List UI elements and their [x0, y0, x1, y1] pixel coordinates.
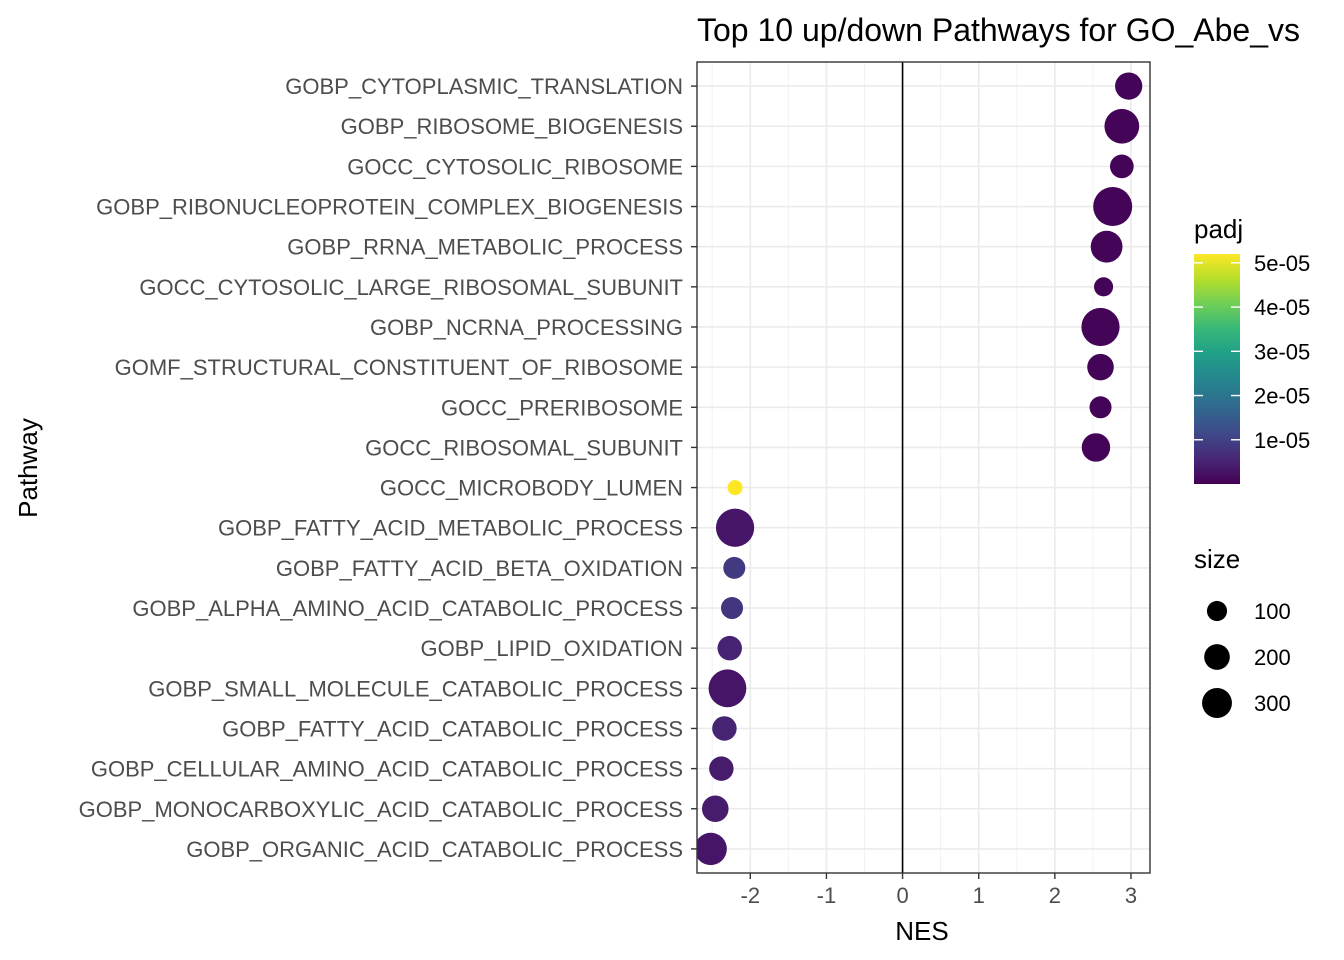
- y-tick-label: GOBP_FATTY_ACID_METABOLIC_PROCESS: [218, 516, 683, 541]
- y-tick-label: GOBP_CELLULAR_AMINO_ACID_CATABOLIC_PROCE…: [91, 757, 683, 782]
- y-tick-label: GOBP_RIBONUCLEOPROTEIN_COMPLEX_BIOGENESI…: [96, 195, 683, 220]
- color-legend-label: 1e-05: [1254, 428, 1310, 453]
- data-point: [709, 756, 734, 781]
- size-legend-label: 300: [1254, 691, 1291, 716]
- y-tick-label: GOCC_MICROBODY_LUMEN: [380, 476, 683, 501]
- y-tick-label: GOCC_RIBOSOMAL_SUBUNIT: [365, 435, 683, 460]
- color-legend: padj 1e-05 2e-05 3e-05 4e-05 5e-05: [1194, 214, 1310, 484]
- y-tick-label: GOCC_CYTOSOLIC_RIBOSOME: [347, 154, 683, 179]
- y-tick-label: GOBP_CYTOPLASMIC_TRANSLATION: [285, 74, 683, 99]
- data-point: [715, 508, 755, 547]
- data-point: [1115, 72, 1143, 100]
- major-gridlines: [697, 62, 1150, 873]
- color-legend-label: 5e-05: [1254, 251, 1310, 276]
- size-legend-label: 100: [1254, 599, 1291, 624]
- y-tick-label: GOBP_RRNA_METABOLIC_PROCESS: [287, 235, 683, 260]
- minor-gridlines: [711, 62, 1094, 873]
- y-tick-label: GOBP_MONOCARBOXYLIC_ACID_CATABOLIC_PROCE…: [79, 797, 683, 822]
- y-axis: GOBP_CYTOPLASMIC_TRANSLATION GOBP_RIBOSOM…: [79, 74, 697, 862]
- data-point: [1081, 433, 1111, 462]
- x-tick-label: -1: [817, 883, 837, 908]
- data-point: [1104, 108, 1140, 144]
- y-tick-label: GOBP_SMALL_MOLECULE_CATABOLIC_PROCESS: [148, 676, 683, 701]
- color-legend-title: padj: [1194, 214, 1243, 244]
- y-tick-label: GOBP_FATTY_ACID_CATABOLIC_PROCESS: [222, 716, 683, 741]
- y-axis-title: Pathway: [13, 418, 43, 518]
- x-axis-title: NES: [895, 916, 948, 946]
- x-tick-label: 2: [1049, 883, 1061, 908]
- data-point: [721, 596, 744, 620]
- y-tick-label: GOBP_LIPID_OXIDATION: [421, 636, 683, 661]
- size-legend-key: [1206, 600, 1228, 622]
- y-tick-label: GOBP_NCRNA_PROCESSING: [370, 315, 683, 340]
- size-legend-key: [1204, 644, 1230, 670]
- x-tick-label: 0: [896, 883, 908, 908]
- size-legend-label: 200: [1254, 645, 1291, 670]
- y-tick-label: GOBP_FATTY_ACID_BETA_OXIDATION: [276, 556, 683, 581]
- color-legend-label: 2e-05: [1254, 384, 1310, 409]
- data-point: [1081, 307, 1120, 347]
- y-tick-label: GOBP_RIBOSOME_BIOGENESIS: [341, 114, 683, 139]
- data-point: [723, 556, 746, 579]
- color-legend-label: 4e-05: [1254, 295, 1310, 320]
- y-tick-label: GOBP_ALPHA_AMINO_ACID_CATABOLIC_PROCESS: [132, 596, 683, 621]
- data-point: [701, 795, 729, 823]
- data-point: [1093, 187, 1133, 227]
- data-point: [1094, 277, 1114, 297]
- y-tick-label: GOMF_STRUCTURAL_CONSTITUENT_OF_RIBOSOME: [115, 355, 683, 380]
- data-point: [712, 716, 737, 741]
- data-points: [697, 72, 1143, 866]
- data-point: [697, 832, 727, 866]
- color-legend-bar: [1194, 254, 1240, 484]
- plot-panel-border: [696, 61, 1151, 874]
- plot-panel-background: [697, 62, 1150, 873]
- y-tick-label: GOBP_ORGANIC_ACID_CATABOLIC_PROCESS: [186, 837, 683, 862]
- x-tick-label: 1: [973, 883, 985, 908]
- y-tick-label: GOCC_PRERIBOSOME: [441, 395, 683, 420]
- x-tick-label: -2: [741, 883, 761, 908]
- x-tick-label: 3: [1125, 883, 1137, 908]
- x-axis: -2 -1 0 1 2 3: [741, 873, 1137, 908]
- color-legend-label: 3e-05: [1254, 339, 1310, 364]
- size-legend-title: size: [1194, 544, 1240, 574]
- y-tick-label: GOCC_CYTOSOLIC_LARGE_RIBOSOMAL_SUBUNIT: [139, 275, 683, 300]
- size-legend: size 100 200 300: [1194, 544, 1291, 718]
- data-point: [1087, 353, 1114, 381]
- data-point: [717, 635, 742, 661]
- chart-title: Top 10 up/down Pathways for GO_Abe_vs: [697, 12, 1300, 48]
- data-point: [727, 480, 743, 496]
- data-point: [1089, 396, 1112, 419]
- data-point: [1109, 154, 1134, 179]
- size-legend-key: [1202, 688, 1232, 718]
- data-point: [1090, 230, 1123, 263]
- data-point: [708, 669, 747, 708]
